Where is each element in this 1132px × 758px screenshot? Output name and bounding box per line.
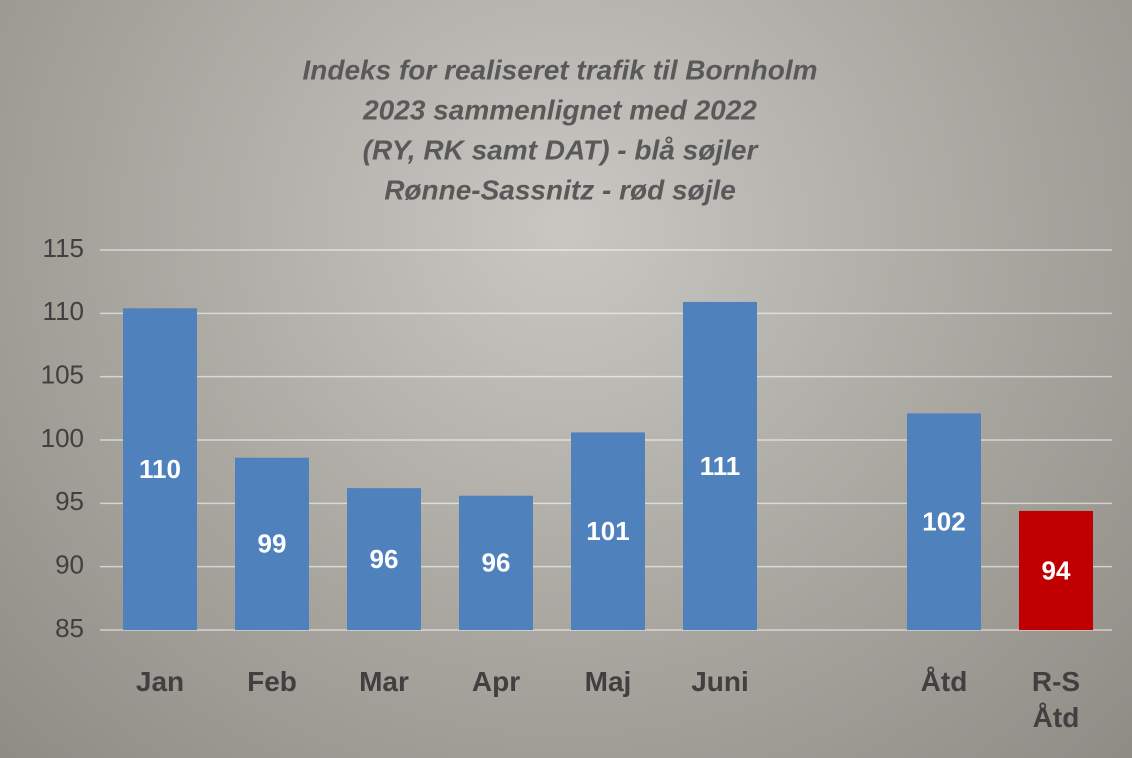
x-tick-label: Apr xyxy=(446,664,546,700)
bar-value-label: 110 xyxy=(139,454,181,484)
y-tick-label: 95 xyxy=(55,486,84,516)
y-tick-label: 110 xyxy=(43,296,84,326)
bar-value-label: 101 xyxy=(586,516,629,546)
x-tick-label: Jan xyxy=(110,664,210,700)
chart-title: Rønne-Sassnitz - rød søjle xyxy=(384,174,736,205)
chart: Indeks for realiseret trafik til Bornhol… xyxy=(0,0,1132,758)
bar-value-label: 102 xyxy=(922,507,965,537)
x-tick-label: R-S Åtd xyxy=(1006,664,1106,736)
x-tick-label: Juni xyxy=(670,664,770,700)
x-tick-label: Maj xyxy=(558,664,658,700)
x-tick-label: Åtd xyxy=(894,664,994,700)
y-tick-label: 100 xyxy=(41,423,84,453)
y-tick-label: 105 xyxy=(41,360,84,390)
y-tick-label: 90 xyxy=(55,550,84,580)
y-tick-label: 115 xyxy=(43,233,84,263)
x-tick-label: Mar xyxy=(334,664,434,700)
x-tick-label: Feb xyxy=(222,664,322,700)
chart-title: Indeks for realiseret trafik til Bornhol… xyxy=(302,54,817,85)
chart-page: Indeks for realiseret trafik til Bornhol… xyxy=(0,0,1132,758)
bar-value-label: 99 xyxy=(258,529,287,559)
bar-value-label: 96 xyxy=(370,544,399,574)
chart-title: 2023 sammenlignet med 2022 xyxy=(362,94,757,125)
bar-value-label: 111 xyxy=(700,451,741,481)
bar-value-label: 96 xyxy=(482,548,511,578)
chart-title: (RY, RK samt DAT) - blå søjler xyxy=(363,134,760,165)
y-tick-label: 85 xyxy=(55,613,84,643)
bar-value-label: 94 xyxy=(1042,555,1071,585)
